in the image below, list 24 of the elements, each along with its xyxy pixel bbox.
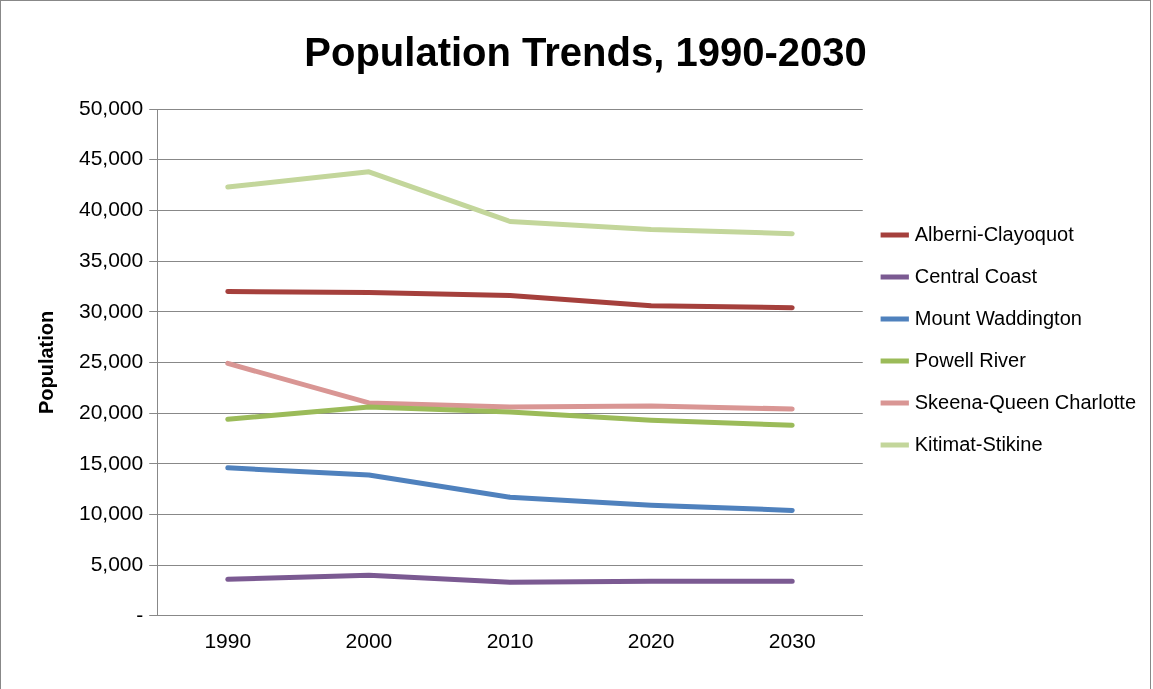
y-tick-label: 45,000 xyxy=(79,146,144,170)
x-tick-label: 2000 xyxy=(345,629,393,653)
x-tick-label: 2010 xyxy=(486,629,534,653)
legend-label: Powell River xyxy=(914,348,1027,371)
legend-label: Mount Waddington xyxy=(914,306,1082,329)
y-tick-label: - xyxy=(136,602,144,626)
y-tick-label: 30,000 xyxy=(79,298,144,322)
y-tick-label: 10,000 xyxy=(79,501,144,525)
y-tick-label: 15,000 xyxy=(79,450,144,474)
y-tick-label: 20,000 xyxy=(79,399,144,423)
y-tick-label: 25,000 xyxy=(79,349,144,373)
x-tick-label: 2030 xyxy=(768,629,816,653)
x-tick-label: 2020 xyxy=(627,629,675,653)
y-tick-label: 40,000 xyxy=(79,197,144,221)
y-tick-label: 50,000 xyxy=(79,95,144,119)
legend-label: Alberni-Clayoquot xyxy=(914,222,1075,245)
chart-title: Population Trends, 1990-2030 xyxy=(304,30,867,75)
legend-label: Central Coast xyxy=(914,264,1038,287)
y-axis-title: Population xyxy=(34,310,57,415)
x-tick-label: 1990 xyxy=(204,629,252,653)
y-tick-label: 35,000 xyxy=(79,247,144,271)
y-tick-label: 5,000 xyxy=(90,551,144,575)
legend-label: Kitimat-Stikine xyxy=(914,432,1043,455)
legend-label: Skeena-Queen Charlotte xyxy=(914,390,1136,413)
